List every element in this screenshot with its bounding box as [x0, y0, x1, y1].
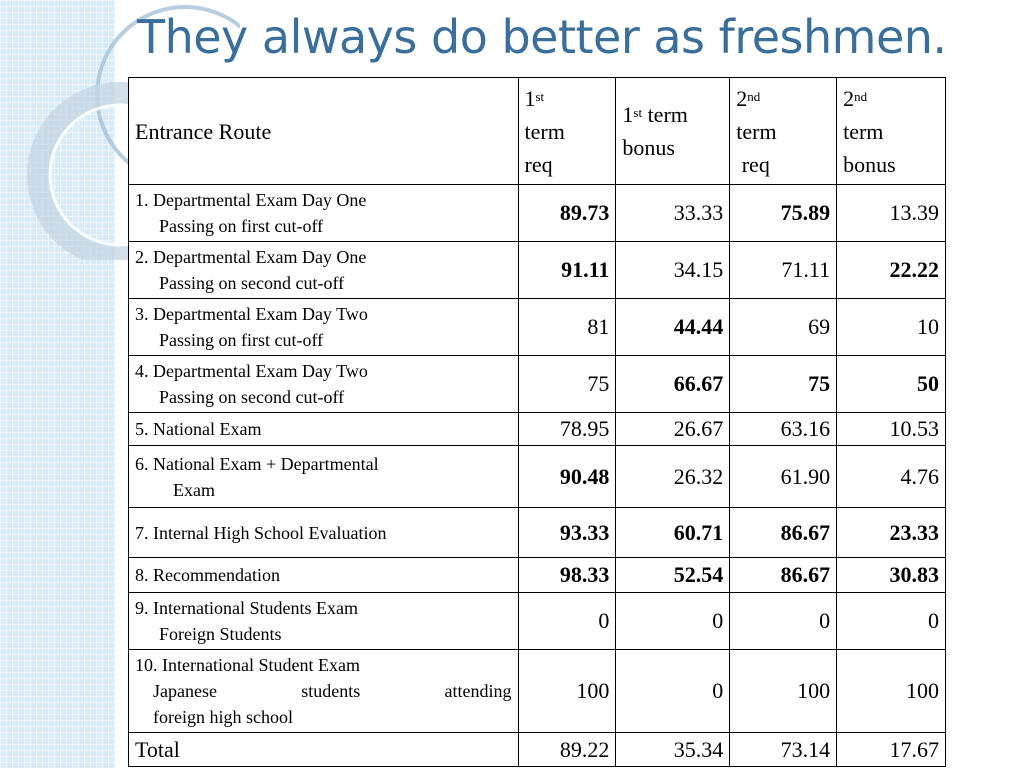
second-term-req-cell: 71.11: [729, 241, 838, 299]
table-row: 6. National Exam + Departmental Exam 90.…: [128, 445, 946, 508]
second-term-bonus-cell: 4.76: [836, 445, 946, 508]
slide-title: They always do better as freshmen.: [137, 10, 947, 64]
total-first-term-req: 89.22: [517, 732, 617, 767]
first-term-req-cell: 75: [517, 355, 617, 413]
first-term-bonus-cell: 44.44: [615, 298, 731, 356]
total-first-term-bonus: 35.34: [615, 732, 731, 767]
first-term-req-cell: 0: [517, 592, 617, 650]
first-term-req-cell: 98.33: [517, 557, 617, 593]
route-label: 1. Departmental Exam Day One Passing on …: [128, 184, 519, 242]
first-term-bonus-cell: 66.67: [615, 355, 731, 413]
second-term-req-cell: 69: [729, 298, 838, 356]
results-table: Entrance Route 1st term req 1st term bon…: [128, 77, 946, 767]
second-term-req-cell: 63.16: [729, 412, 838, 446]
first-term-req-cell: 91.11: [517, 241, 617, 299]
second-term-bonus-cell: 23.33: [836, 507, 946, 558]
table-row: 5. National Exam 78.95 26.67 63.16 10.53: [128, 412, 946, 446]
total-second-term-bonus: 17.67: [836, 732, 946, 767]
total-second-term-req: 73.14: [729, 732, 838, 767]
first-term-bonus-cell: 0: [615, 649, 731, 733]
second-term-bonus-cell: 0: [836, 592, 946, 650]
second-term-req-cell: 86.67: [729, 557, 838, 593]
table-row: 7. Internal High School Evaluation 93.33…: [128, 507, 946, 558]
second-term-bonus-cell: 50: [836, 355, 946, 413]
second-term-req-cell: 75.89: [729, 184, 838, 242]
second-term-bonus-cell: 100: [836, 649, 946, 733]
first-term-req-cell: 93.33: [517, 507, 617, 558]
second-term-bonus-cell: 13.39: [836, 184, 946, 242]
second-term-bonus-cell: 30.83: [836, 557, 946, 593]
first-term-req-cell: 78.95: [517, 412, 617, 446]
table-row: 4. Departmental Exam Day Two Passing on …: [128, 355, 946, 413]
first-term-req-cell: 89.73: [517, 184, 617, 242]
second-term-bonus-cell: 10: [836, 298, 946, 356]
second-term-req-cell: 61.90: [729, 445, 838, 508]
route-label: 9. International Students Exam Foreign S…: [128, 592, 519, 650]
table-row: 8. Recommendation 98.33 52.54 86.67 30.8…: [128, 557, 946, 593]
route-label: 7. Internal High School Evaluation: [128, 507, 519, 558]
first-term-bonus-cell: 33.33: [615, 184, 731, 242]
header-second-term-req: 2nd term req: [729, 77, 838, 185]
table-row: 9. International Students Exam Foreign S…: [128, 592, 946, 650]
first-term-req-cell: 81: [517, 298, 617, 356]
route-label: 2. Departmental Exam Day One Passing on …: [128, 241, 519, 299]
first-term-bonus-cell: 0: [615, 592, 731, 650]
route-label: 6. National Exam + Departmental Exam: [128, 445, 519, 508]
first-term-bonus-cell: 52.54: [615, 557, 731, 593]
first-term-bonus-cell: 26.32: [615, 445, 731, 508]
route-label: 10. International Student Exam Japanese …: [128, 649, 519, 733]
table-row: 2. Departmental Exam Day One Passing on …: [128, 241, 946, 299]
header-row: Entrance Route 1st term req 1st term bon…: [128, 77, 946, 185]
second-term-bonus-cell: 10.53: [836, 412, 946, 446]
table-row: 1. Departmental Exam Day One Passing on …: [128, 184, 946, 242]
header-entrance-route: Entrance Route: [128, 77, 519, 185]
total-row: Total 89.22 35.34 73.14 17.67: [128, 732, 946, 767]
header-first-term-req: 1st term req: [517, 77, 617, 185]
first-term-req-cell: 100: [517, 649, 617, 733]
total-label: Total: [128, 732, 519, 767]
header-first-term-bonus: 1st term bonus: [615, 77, 731, 185]
route-label: 8. Recommendation: [128, 557, 519, 593]
second-term-bonus-cell: 22.22: [836, 241, 946, 299]
table-row: 10. International Student Exam Japanese …: [128, 649, 946, 733]
first-term-bonus-cell: 34.15: [615, 241, 731, 299]
route-label: 5. National Exam: [128, 412, 519, 446]
first-term-bonus-cell: 26.67: [615, 412, 731, 446]
second-term-req-cell: 100: [729, 649, 838, 733]
second-term-req-cell: 86.67: [729, 507, 838, 558]
first-term-req-cell: 90.48: [517, 445, 617, 508]
table-row: 3. Departmental Exam Day Two Passing on …: [128, 298, 946, 356]
route-label: 3. Departmental Exam Day Two Passing on …: [128, 298, 519, 356]
header-second-term-bonus: 2nd term bonus: [836, 77, 946, 185]
route-label: 4. Departmental Exam Day Two Passing on …: [128, 355, 519, 413]
first-term-bonus-cell: 60.71: [615, 507, 731, 558]
second-term-req-cell: 75: [729, 355, 838, 413]
second-term-req-cell: 0: [729, 592, 838, 650]
